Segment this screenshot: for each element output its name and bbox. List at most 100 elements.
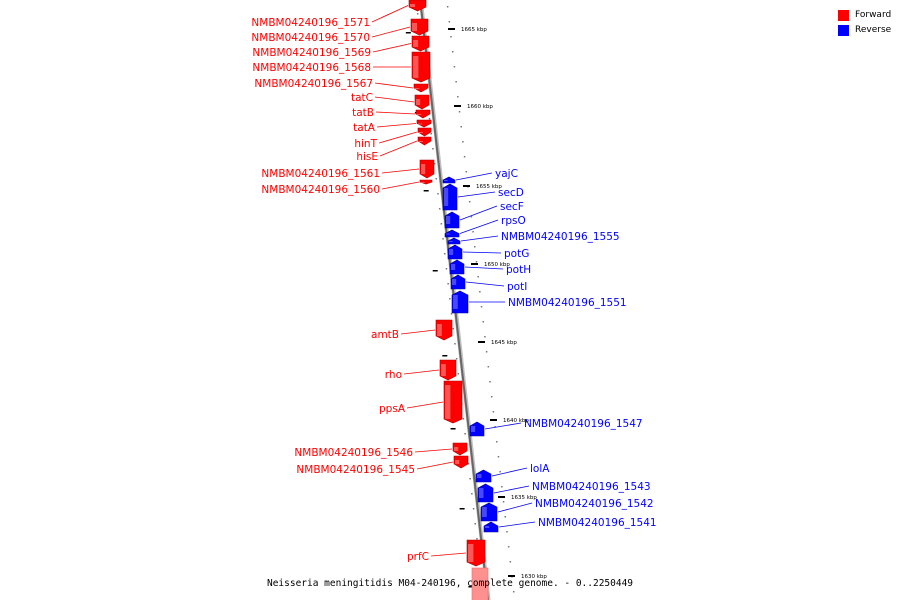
scale-dot: [463, 156, 466, 158]
scale-dot: [444, 253, 446, 255]
scale-dot: [452, 328, 454, 330]
left-tick-mark: [423, 190, 429, 192]
gene-highlight: [446, 233, 451, 235]
gene-leader-line: [376, 123, 417, 128]
gene-leader-line: [371, 26, 411, 38]
scale-dot: [472, 508, 475, 510]
gene-label: tatB: [352, 107, 374, 119]
scale-dot: [451, 51, 454, 53]
scale-dot: [512, 591, 515, 593]
gene-highlight: [416, 99, 421, 105]
scale-dot: [455, 81, 457, 83]
gene-label: NMBM04240196_1546: [294, 447, 413, 459]
gene-highlight: [485, 526, 490, 528]
gene-label: tatC: [351, 92, 373, 104]
scale-dot: [484, 336, 486, 338]
gene-highlight: [441, 364, 446, 376]
scale-dot: [435, 178, 438, 180]
scale-dot: [453, 66, 456, 68]
gene-arrow-partial: [471, 567, 489, 600]
kbp-tick-label: 1645 kbp: [491, 340, 517, 346]
scale-dot: [487, 366, 490, 368]
scale-dot: [474, 246, 476, 248]
kbp-tick: [463, 185, 470, 187]
gene-leader-line: [484, 422, 522, 430]
scale-dot: [449, 298, 451, 300]
kbp-tick: [508, 575, 515, 577]
gene-leader-line: [491, 467, 528, 477]
left-tick-mark: [459, 508, 465, 510]
gene-leader-line: [381, 181, 420, 190]
gene-leader-line: [465, 281, 505, 287]
gene-arrow: [469, 421, 485, 437]
scale-dot: [506, 531, 508, 533]
scale-dot: [468, 201, 471, 203]
gene-leader-line: [459, 219, 499, 234]
gene-arrow: [442, 176, 456, 184]
gene-arrow: [449, 259, 465, 275]
left-tick-mark: [432, 270, 438, 272]
scale-dot: [457, 96, 459, 98]
scale-dot: [479, 291, 481, 293]
gene-leader-line: [462, 251, 502, 254]
gene-highlight: [452, 279, 457, 285]
gene-arrow: [444, 229, 460, 238]
reverse-swatch: [838, 24, 849, 36]
gene-leader-line: [414, 448, 453, 453]
gene-leader-line: [371, 5, 409, 23]
gene-leader-line: [459, 205, 498, 221]
gene-label: rpsO: [501, 215, 526, 227]
gene-arrow: [417, 127, 432, 137]
gene-highlight: [419, 132, 423, 133]
gene-arrow: [411, 35, 430, 52]
gene-highlight: [453, 295, 458, 309]
gene-label: NMBM04240196_1571: [251, 17, 370, 29]
gene-highlight: [468, 544, 474, 562]
gene-highlight: [413, 56, 419, 78]
gene-label: rho: [385, 369, 402, 381]
gene-label: NMBM04240196_1560: [261, 184, 380, 196]
gene-arrow: [408, 0, 427, 12]
gene-highlight: [417, 114, 422, 115]
gene-arrow: [415, 109, 431, 119]
gene-arrow: [483, 521, 499, 533]
scale-dot: [440, 223, 443, 225]
gene-highlight: [449, 241, 453, 242]
gene-highlight: [449, 249, 454, 255]
gene-highlight: [418, 123, 423, 125]
scale-dot: [496, 441, 498, 443]
legend: Forward Reverse: [838, 8, 891, 38]
legend-label-reverse: Reverse: [855, 25, 892, 35]
scale-dot: [445, 268, 448, 270]
gene-highlight: [421, 182, 425, 183]
scale-dot: [437, 193, 439, 195]
scale-dot: [492, 411, 495, 413]
gene-highlight: [445, 385, 451, 419]
left-tick-mark: [468, 586, 474, 588]
gene-label: NMBM04240196_1569: [252, 47, 371, 59]
gene-arrow: [447, 244, 463, 260]
scale-dot: [467, 463, 470, 465]
scale-dot: [480, 306, 483, 308]
genome-caption: Neisseria meningitidis M04-240196, compl…: [266, 578, 634, 589]
scale-dot: [485, 351, 488, 353]
gene-leader-line: [416, 461, 454, 470]
gene-highlight: [410, 4, 416, 7]
scale-dot: [442, 238, 444, 240]
gene-highlight: [479, 488, 484, 498]
gene-label: NMBM04240196_1555: [501, 231, 620, 243]
scale-dot: [455, 358, 458, 360]
scale-dot: [450, 313, 453, 315]
scale-dot: [504, 516, 507, 518]
kbp-tick: [498, 496, 505, 498]
scale-dot: [471, 493, 473, 495]
scale-dot: [507, 546, 510, 548]
gene-highlight: [413, 40, 419, 47]
scale-dot: [433, 163, 436, 165]
scale-dot: [477, 276, 479, 278]
scale-dot: [450, 36, 452, 38]
left-tick-mark: [450, 428, 456, 430]
gene-label: NMBM04240196_1551: [508, 297, 627, 309]
scale-dot: [476, 538, 478, 540]
left-tick-mark: [442, 355, 448, 357]
